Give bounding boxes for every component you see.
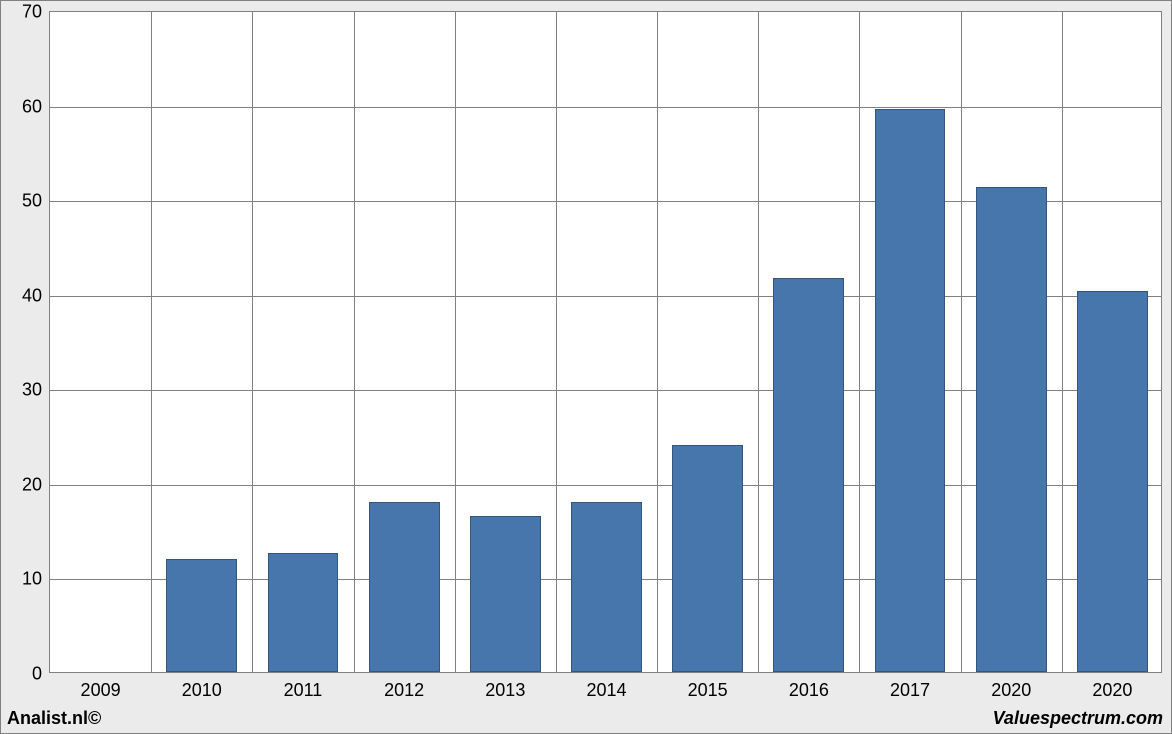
y-axis-label: 10 <box>22 569 50 590</box>
grid-line-vertical <box>657 12 658 672</box>
grid-line-vertical <box>859 12 860 672</box>
x-axis-label: 2020 <box>991 672 1031 701</box>
bar <box>470 516 541 672</box>
plot-area: 0102030405060702009201020112012201320142… <box>49 11 1162 673</box>
bar <box>875 109 946 672</box>
bar <box>166 559 237 672</box>
grid-line-vertical <box>151 12 152 672</box>
x-axis-label: 2020 <box>1092 672 1132 701</box>
x-axis-label: 2017 <box>890 672 930 701</box>
grid-line-vertical <box>252 12 253 672</box>
x-axis-label: 2009 <box>81 672 121 701</box>
y-axis-label: 0 <box>32 664 50 685</box>
bar <box>773 278 844 672</box>
grid-line-vertical <box>1062 12 1063 672</box>
chart-container: 0 10 20 30 40 50 60 70 2009 2010 2011 2012 2013 2014 2… <box>0 0 1172 734</box>
bar <box>571 502 642 672</box>
bar <box>672 445 743 672</box>
y-axis-label: 20 <box>22 474 50 495</box>
x-axis-label: 2015 <box>688 672 728 701</box>
grid-line-vertical <box>354 12 355 672</box>
bar <box>268 553 339 672</box>
y-axis-label: 70 <box>22 2 50 23</box>
bar <box>369 502 440 672</box>
grid-line-vertical <box>556 12 557 672</box>
grid-line-vertical <box>758 12 759 672</box>
y-axis-label: 30 <box>22 380 50 401</box>
x-axis-label: 2013 <box>485 672 525 701</box>
x-axis-label: 2016 <box>789 672 829 701</box>
grid-line-horizontal <box>50 107 1161 108</box>
footer-left-text: Analist.nl© <box>7 708 101 729</box>
grid-line-vertical <box>961 12 962 672</box>
y-axis-label: 50 <box>22 191 50 212</box>
x-axis-label: 2014 <box>586 672 626 701</box>
y-axis-label: 60 <box>22 96 50 117</box>
y-axis-label: 40 <box>22 285 50 306</box>
bar <box>976 187 1047 672</box>
x-axis-label: 2011 <box>284 672 323 701</box>
grid-line-vertical <box>455 12 456 672</box>
x-axis-label: 2010 <box>182 672 222 701</box>
footer-right-text: Valuespectrum.com <box>993 708 1163 729</box>
x-axis-label: 2012 <box>384 672 424 701</box>
bar <box>1077 291 1148 672</box>
